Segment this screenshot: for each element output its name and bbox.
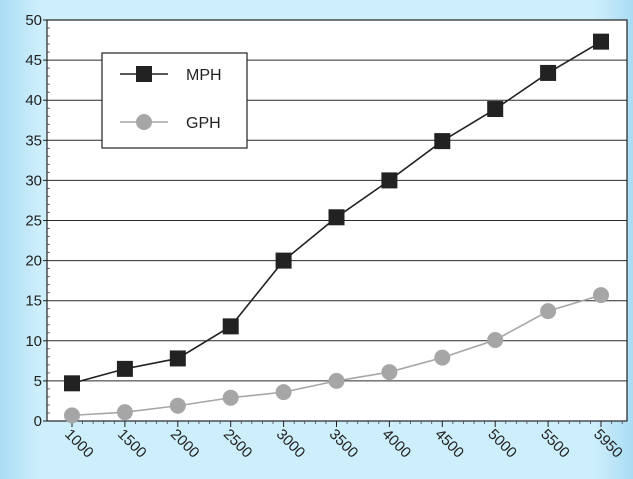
point-gph — [540, 303, 557, 320]
legend-marker-mph — [136, 66, 152, 82]
legend-marker-gph — [136, 114, 152, 130]
point-gph — [275, 384, 292, 401]
y-tick-label: 35 — [25, 132, 42, 149]
x-tick-label: 1000 — [61, 426, 97, 462]
point-mph — [222, 318, 239, 335]
x-tick-label: 5000 — [484, 426, 520, 462]
legend: MPH GPH — [101, 52, 248, 149]
point-gph — [593, 287, 609, 304]
x-tick-label: 3000 — [273, 426, 309, 462]
x-tick-label: 2000 — [167, 426, 203, 462]
legend-label-mph: MPH — [186, 67, 222, 84]
point-gph — [64, 407, 80, 424]
y-tick-label: 45 — [25, 52, 42, 69]
point-gph — [169, 397, 186, 414]
x-tick-label: 5500 — [537, 426, 573, 462]
legend-label-gph: GPH — [186, 115, 221, 132]
point-mph — [328, 209, 345, 226]
point-mph — [434, 133, 451, 150]
x-tick-label: 1500 — [114, 426, 150, 462]
y-tick-label: 40 — [25, 92, 42, 109]
point-mph — [64, 375, 80, 392]
y-tick-label: 15 — [25, 293, 42, 310]
point-mph — [116, 360, 133, 377]
point-mph — [593, 33, 609, 50]
point-gph — [487, 331, 504, 348]
point-gph — [381, 364, 398, 381]
point-gph — [328, 372, 345, 389]
x-tick-label: 3500 — [326, 426, 362, 462]
y-tick-label: 25 — [25, 213, 42, 230]
series-group — [64, 33, 609, 424]
legend-box — [101, 52, 248, 149]
x-tick-label: 2500 — [220, 426, 256, 462]
y-tick-label: 20 — [25, 253, 42, 270]
point-gph — [116, 404, 133, 421]
point-mph — [540, 64, 557, 81]
point-mph — [275, 252, 292, 269]
x-tick-label: 4000 — [379, 426, 415, 462]
y-tick-label: 5 — [34, 373, 42, 390]
x-axis-ticks: 1000 1500 2000 2500 3000 3500 4000 4500 5000 5500… — [61, 421, 626, 461]
point-mph — [169, 350, 186, 367]
y-tick-label: 50 — [25, 12, 42, 29]
point-gph — [222, 389, 239, 406]
x-tick-label: 5950 — [590, 426, 626, 462]
y-axis-ticks: 0 5 10 15 20 25 30 35 40 45 50 — [25, 12, 50, 430]
x-tick-label: 4500 — [431, 426, 467, 462]
point-mph — [487, 101, 504, 118]
point-mph — [381, 172, 398, 189]
y-tick-label: 30 — [25, 172, 42, 189]
y-tick-label: 10 — [25, 333, 42, 350]
y-tick-label: 0 — [34, 413, 42, 430]
point-gph — [434, 349, 451, 366]
